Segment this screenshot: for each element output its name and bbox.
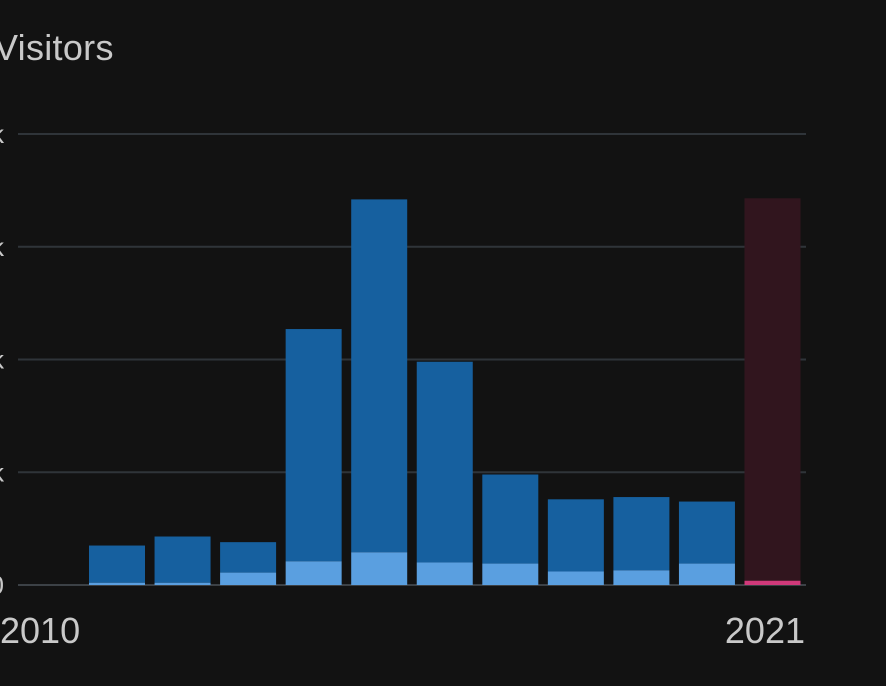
bar-base-2021[interactable] bbox=[744, 580, 801, 585]
bar-upper-2017[interactable] bbox=[482, 474, 539, 564]
y-tick-label: k bbox=[0, 457, 5, 487]
bar-lower-2016[interactable] bbox=[416, 562, 473, 585]
x-tick-label-start: 2010 bbox=[0, 610, 80, 651]
y-axis-tick-labels: 0 k k k k bbox=[0, 119, 5, 600]
chart-title: Visitors bbox=[0, 27, 114, 68]
bar-lower-2019[interactable] bbox=[613, 570, 670, 585]
bar-lower-2013[interactable] bbox=[220, 572, 277, 585]
y-tick-label: k bbox=[0, 119, 5, 149]
bar-lower-2015[interactable] bbox=[351, 552, 408, 585]
bar-upper-2014[interactable] bbox=[285, 329, 342, 562]
bar-lower-2018[interactable] bbox=[547, 571, 604, 585]
bar-lower-2011[interactable] bbox=[89, 582, 145, 585]
bar-upper-2013[interactable] bbox=[220, 542, 277, 573]
bar-upper-2012[interactable] bbox=[154, 536, 211, 583]
bar-upper-2018[interactable] bbox=[547, 499, 604, 572]
y-tick-label: k bbox=[0, 345, 5, 375]
y-tick-label: k bbox=[0, 232, 5, 262]
bar-upper-2020[interactable] bbox=[678, 501, 735, 564]
x-axis-tick-labels: 2010 2021 bbox=[0, 610, 805, 651]
y-tick-label: 0 bbox=[0, 570, 4, 600]
bar-lower-2017[interactable] bbox=[482, 563, 539, 585]
bar-lower-2020[interactable] bbox=[678, 563, 735, 585]
bar-upper-2016[interactable] bbox=[416, 361, 473, 563]
bar-upper-2011[interactable] bbox=[89, 545, 145, 583]
bar-upper-2015[interactable] bbox=[351, 199, 408, 553]
bar-highlight-2021[interactable] bbox=[744, 198, 801, 585]
bar-upper-2019[interactable] bbox=[613, 497, 670, 571]
x-tick-label-end: 2021 bbox=[725, 610, 805, 651]
bar-lower-2012[interactable] bbox=[154, 582, 211, 585]
gridlines bbox=[18, 133, 806, 586]
bars bbox=[89, 198, 801, 585]
bar-lower-2014[interactable] bbox=[285, 561, 342, 585]
